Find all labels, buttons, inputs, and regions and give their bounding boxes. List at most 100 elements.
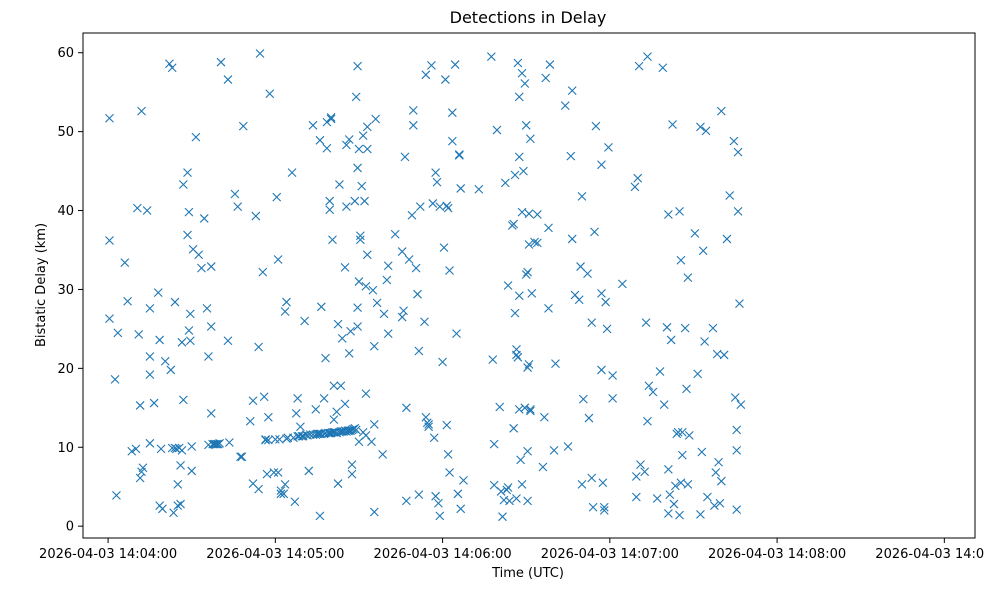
data-point xyxy=(112,491,121,500)
data-point xyxy=(173,501,183,511)
data-point xyxy=(602,324,612,334)
data-point xyxy=(185,336,195,346)
data-point xyxy=(332,407,342,417)
data-point xyxy=(415,202,425,211)
data-point xyxy=(183,230,192,240)
data-point xyxy=(648,387,658,397)
data-point xyxy=(634,61,644,71)
data-point xyxy=(400,152,410,162)
data-point xyxy=(577,479,587,489)
y-tick-label: 40 xyxy=(57,204,74,219)
data-point xyxy=(315,135,325,145)
data-point xyxy=(326,114,336,124)
data-point xyxy=(604,143,613,152)
data-point xyxy=(495,402,505,412)
data-point xyxy=(237,452,247,462)
data-point xyxy=(708,323,718,333)
data-point xyxy=(368,285,378,295)
data-point xyxy=(445,468,454,477)
data-point xyxy=(732,446,742,455)
data-point xyxy=(178,180,188,189)
y-tick-label: 10 xyxy=(57,441,74,456)
data-point xyxy=(138,463,148,473)
data-point xyxy=(527,289,537,298)
data-point xyxy=(716,476,726,486)
data-point xyxy=(563,442,573,451)
data-point xyxy=(427,60,436,70)
data-point xyxy=(517,479,527,489)
data-point xyxy=(544,303,553,313)
data-point xyxy=(378,449,388,459)
data-point xyxy=(578,394,588,404)
data-point xyxy=(212,439,222,449)
data-point xyxy=(696,122,705,132)
data-point xyxy=(514,152,524,162)
data-point xyxy=(733,147,743,157)
data-point xyxy=(498,512,507,522)
data-point xyxy=(265,89,275,99)
data-point xyxy=(431,491,441,501)
data-point xyxy=(258,267,268,277)
data-point xyxy=(390,229,400,239)
data-point xyxy=(665,490,675,499)
data-point xyxy=(450,60,460,69)
y-axis-label: Bistatic Delay (km) xyxy=(34,223,49,347)
data-point xyxy=(677,450,687,460)
data-point xyxy=(590,227,599,237)
data-point xyxy=(719,350,729,360)
data-point xyxy=(319,393,329,403)
data-point xyxy=(549,446,559,455)
data-point xyxy=(539,412,549,422)
data-point xyxy=(711,468,721,477)
data-point xyxy=(245,416,255,426)
data-point xyxy=(404,255,414,264)
data-point xyxy=(663,210,673,219)
data-point xyxy=(127,446,137,456)
data-point xyxy=(431,168,441,178)
data-point xyxy=(459,476,468,485)
data-point xyxy=(113,328,123,338)
data-point xyxy=(272,192,282,202)
data-point xyxy=(512,345,521,354)
data-point xyxy=(631,472,641,481)
data-point xyxy=(608,371,618,380)
data-point xyxy=(447,108,457,118)
data-point xyxy=(233,202,243,211)
data-point xyxy=(171,444,181,454)
data-point xyxy=(729,136,739,146)
data-point xyxy=(714,457,723,467)
data-point xyxy=(442,420,452,430)
data-point xyxy=(658,63,668,73)
data-point xyxy=(697,447,707,457)
data-point xyxy=(105,314,114,324)
data-point xyxy=(510,170,520,180)
data-point xyxy=(693,369,703,379)
data-point xyxy=(524,240,534,249)
data-point xyxy=(379,309,389,319)
data-point xyxy=(342,202,351,211)
data-point xyxy=(636,460,645,470)
data-point xyxy=(322,143,332,153)
data-point xyxy=(367,437,376,447)
data-point xyxy=(333,319,343,329)
data-point xyxy=(673,427,683,437)
data-point xyxy=(167,63,177,73)
data-point xyxy=(105,113,114,123)
data-point xyxy=(544,223,553,233)
data-point xyxy=(510,308,520,318)
data-point xyxy=(142,206,152,215)
data-point xyxy=(587,473,597,483)
data-point xyxy=(520,79,530,88)
data-point xyxy=(532,238,542,248)
data-point xyxy=(617,279,627,289)
data-point xyxy=(517,207,527,217)
data-point xyxy=(513,352,523,362)
data-point xyxy=(236,452,245,462)
data-point xyxy=(411,263,421,273)
data-point xyxy=(442,201,452,211)
data-point xyxy=(347,460,357,470)
data-point xyxy=(652,494,662,503)
data-point xyxy=(551,359,560,369)
data-point xyxy=(223,75,233,84)
data-point xyxy=(238,121,248,131)
